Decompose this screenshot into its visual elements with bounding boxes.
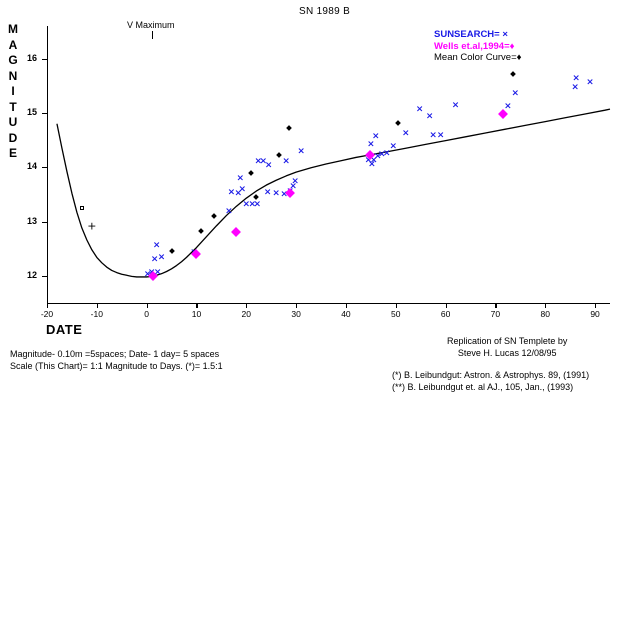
x-tick-label-50: 50 xyxy=(391,309,401,319)
y-axis-title-letter-4: I xyxy=(11,84,15,98)
y-axis-title-letter-6: U xyxy=(8,115,18,129)
y-tick-15 xyxy=(42,112,47,115)
x-tick-70 xyxy=(495,303,497,308)
scale-notes: Magnitude- 0.10m =5spaces; Date- 1 day= … xyxy=(10,349,223,372)
x-tick-80 xyxy=(545,303,547,308)
y-tick-16 xyxy=(42,58,47,60)
x-tick-label-60: 60 xyxy=(440,309,451,319)
credit-block: Replication of SN Templete by Steve H. L… xyxy=(447,336,567,359)
credit-line-1: Replication of SN Templete by xyxy=(447,336,568,346)
scale-note-line-2: Scale (This Chart)= 1:1 Magnitude to Day… xyxy=(10,360,223,371)
credit-line-2: Steve H. Lucas 12/08/95 xyxy=(457,347,557,358)
x-tick-label-30: 30 xyxy=(291,309,301,319)
legend-item-wells: Wells et.al,1994=♦ xyxy=(434,40,515,52)
y-axis-title-letter-3: N xyxy=(8,68,18,83)
scale-note-line-1: Magnitude- 0.10m =5spaces; Date- 1 day= … xyxy=(10,349,220,359)
template-curve-path xyxy=(56,108,611,278)
x-axis-line xyxy=(47,303,610,305)
y-axis-title-letter-8: E xyxy=(8,146,17,160)
x-tick-label-90: 90 xyxy=(590,309,600,319)
v-maximum-tick xyxy=(152,31,153,39)
y-axis-title-letter-0: M xyxy=(8,22,18,36)
y-tick-label-15: 15 xyxy=(26,106,37,117)
y-tick-12 xyxy=(42,275,47,278)
reference-line-2: (**) B. Leibundgut et. al AJ., 105, Jan.… xyxy=(392,381,574,392)
x-tick--20 xyxy=(47,303,49,308)
x-tick-50 xyxy=(395,303,397,308)
references-block: (*) B. Leibundgut: Astron. & Astrophys. … xyxy=(392,370,589,393)
y-tick-label-13: 13 xyxy=(26,215,37,226)
x-tick-label-80: 80 xyxy=(540,309,550,319)
x-tick-30 xyxy=(296,303,298,308)
x-tick-label-40: 40 xyxy=(341,309,351,319)
legend-item-sunsearch: SUNSEARCH= × xyxy=(434,29,508,40)
y-tick-label-16: 16 xyxy=(26,52,37,63)
x-tick-label-70: 70 xyxy=(490,309,501,319)
chart-title: SN 1989 B xyxy=(299,6,351,17)
y-axis-title-letter-2: G xyxy=(8,53,18,67)
x-tick-label--20: -20 xyxy=(40,309,54,319)
x-tick-0 xyxy=(146,303,148,308)
legend: SUNSEARCH= × Wells et.al,1994=♦ Mean Col… xyxy=(434,29,521,64)
x-tick-10 xyxy=(196,303,198,308)
x-tick-40 xyxy=(345,303,348,308)
y-tick-label-12: 12 xyxy=(26,269,37,280)
x-tick-label--10: -10 xyxy=(90,309,103,319)
y-axis-title-letter-7: D xyxy=(8,130,18,145)
x-tick-label-10: 10 xyxy=(191,309,202,319)
plot-area: × × × × × × × × × × × × × × × × × × × × × × × × × × × × × × × × × × × × × × × ×… xyxy=(27,26,611,319)
y-tick-14 xyxy=(42,167,47,169)
x-tick-60 xyxy=(445,303,447,308)
y-tick-label-14: 14 xyxy=(26,161,37,172)
x-tick--10 xyxy=(96,303,98,308)
y-axis-title-letter-5: T xyxy=(9,99,17,114)
mean-color-curve-line xyxy=(56,108,611,278)
x-axis-title: DATE xyxy=(46,322,83,337)
y-tick-13 xyxy=(42,221,47,223)
y-axis-line xyxy=(47,26,49,304)
reference-line-1: (*) B. Leibundgut: Astron. & Astrophys. … xyxy=(392,370,590,380)
x-tick-label-20: 20 xyxy=(241,309,252,319)
x-tick-20 xyxy=(246,303,248,308)
y-axis-title-letter-1: A xyxy=(8,37,18,52)
v-maximum-annotation: V Maximum xyxy=(127,20,175,30)
x-tick-90 xyxy=(595,303,597,308)
x-tick-label-0: 0 xyxy=(144,309,149,319)
legend-item-mean-color-curve: Mean Color Curve=♦ xyxy=(434,52,522,63)
